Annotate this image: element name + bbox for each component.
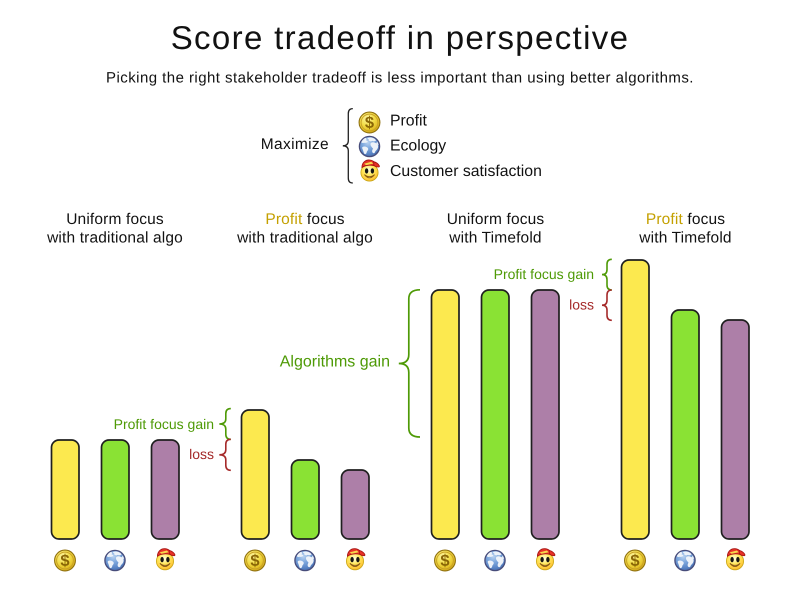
svg-text:Profit focus gain: Profit focus gain — [494, 266, 594, 282]
svg-text:Picking the right stakeholder: Picking the right stakeholder tradeoff i… — [106, 70, 694, 87]
svg-text:with traditional algo: with traditional algo — [236, 230, 373, 247]
svg-text:Uniform focus: Uniform focus — [66, 211, 164, 228]
svg-text:Score tradeoff in perspective: Score tradeoff in perspective — [171, 19, 630, 56]
svg-text:Maximize: Maximize — [261, 136, 329, 153]
svg-text:Uniform focus: Uniform focus — [447, 211, 545, 228]
svg-text:Profit focus: Profit focus — [265, 211, 344, 228]
svg-text:Ecology: Ecology — [390, 137, 446, 154]
svg-text:with Timefold: with Timefold — [448, 230, 541, 247]
svg-text:loss: loss — [569, 297, 594, 313]
svg-text:Profit focus: Profit focus — [646, 211, 725, 228]
svg-text:Profit focus gain: Profit focus gain — [114, 416, 214, 432]
svg-text:with traditional algo: with traditional algo — [46, 230, 183, 247]
svg-text:Profit: Profit — [390, 112, 427, 129]
svg-text:with Timefold: with Timefold — [638, 230, 731, 247]
svg-text:Algorithms gain: Algorithms gain — [280, 354, 390, 371]
svg-text:loss: loss — [189, 446, 214, 462]
svg-text:Customer satisfaction: Customer satisfaction — [390, 163, 542, 180]
